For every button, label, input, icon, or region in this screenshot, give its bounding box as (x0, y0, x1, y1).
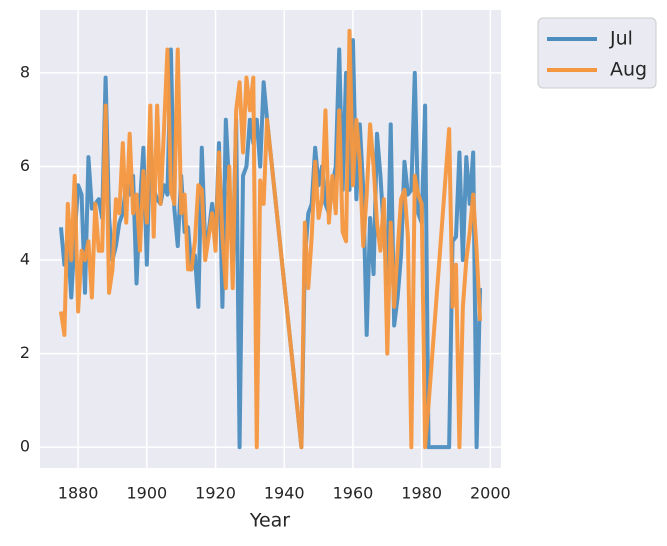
y-tick-label: 0 (20, 437, 30, 456)
x-tick-label: 1960 (333, 484, 374, 503)
legend-label: Aug (610, 59, 647, 81)
x-axis-label: Year (249, 510, 290, 532)
lines (58, 28, 483, 450)
y-tick-label: 2 (20, 343, 30, 362)
x-tick-label: 1920 (195, 484, 236, 503)
legend: Jul Aug (537, 17, 657, 89)
x-tick-label: 1880 (58, 484, 99, 503)
x-tick-label: 1980 (401, 484, 442, 503)
y-tick-label: 6 (20, 156, 30, 175)
legend-label: Jul (609, 28, 633, 50)
series-line (58, 38, 483, 450)
y-tick-label: 8 (20, 62, 30, 81)
x-tick-label: 1940 (264, 484, 305, 503)
x-tick-label: 2000 (470, 484, 511, 503)
y-tick-label: 4 (20, 250, 30, 269)
series-line (58, 28, 483, 450)
x-tick-label: 1900 (126, 484, 167, 503)
